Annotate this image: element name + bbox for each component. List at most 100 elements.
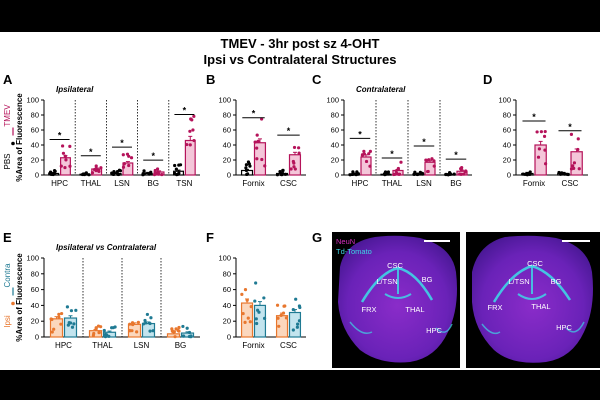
region-label-left-frx: FRX (362, 305, 377, 314)
x-tick-label-a-0: HPC (51, 179, 68, 188)
y-tick-label-a-4: 80 (31, 111, 39, 120)
data-point-c-tmev-3-5 (463, 170, 468, 174)
data-point-a-tmev-4-7 (189, 117, 193, 121)
data-point-a-tmev-2-7 (121, 165, 126, 169)
significance-mark-a-4: * (183, 105, 187, 115)
data-point-f-contra-1-3 (297, 304, 302, 308)
data-point-e-ipsi-1-6 (94, 326, 98, 330)
data-point-c-pbs-0-6 (356, 172, 361, 176)
data-point-f-ipsi-1-0 (275, 303, 280, 307)
y-tick-label-e-2: 40 (31, 301, 39, 310)
data-point-a-tmev-0-4 (60, 144, 65, 148)
y-tick-label-b-5: 100 (218, 96, 231, 105)
data-point-c-pbs-3-2 (452, 172, 456, 176)
data-point-c-tmev-0-4 (368, 149, 372, 153)
data-point-d-tmev-0-1 (543, 129, 547, 134)
y-tick-label-c-2: 40 (331, 141, 339, 150)
data-point-b-tmev-1-5 (297, 146, 301, 150)
x-tick-label-a-1: THAL (81, 179, 102, 188)
data-point-e-contra-1-7 (103, 335, 108, 339)
data-point-c-pbs-2-6 (421, 172, 425, 176)
data-point-c-pbs-3-7 (448, 170, 452, 175)
bar-e-contra-0 (63, 317, 78, 338)
data-point-e-contra-2-2 (151, 329, 155, 333)
y-tick-label-c-3: 60 (331, 126, 339, 135)
data-point-e-contra-0-7 (66, 323, 70, 327)
data-point-f-contra-1-7 (294, 297, 298, 301)
subtitle-c: Contralateral (356, 85, 406, 94)
data-point-e-contra-2-6 (143, 318, 147, 323)
data-point-a-tmev-0-6 (61, 151, 66, 155)
x-tick-label-a-4: TSN (176, 179, 192, 188)
data-point-c-tmev-3-6 (459, 172, 463, 176)
data-point-a-pbs-2-7 (112, 170, 116, 174)
data-point-e-contra-2-0 (145, 312, 150, 317)
data-point-c-tmev-0-2 (362, 149, 366, 153)
data-point-a-tmev-3-7 (155, 167, 160, 171)
y-tick-label-f-1: 20 (223, 317, 231, 326)
data-point-f-ipsi-0-2 (246, 316, 250, 320)
data-point-c-tmev-2-5 (425, 158, 429, 163)
data-point-f-contra-1-1 (297, 319, 302, 323)
x-tick-label-e-3: BG (175, 341, 187, 350)
region-label-left-csc: CSC (387, 261, 403, 270)
data-point-d-tmev-0-0 (544, 162, 548, 166)
y-tick-label-f-4: 80 (223, 269, 231, 278)
legend-dot-e-1 (11, 301, 15, 306)
data-point-a-pbs-0-7 (48, 170, 53, 174)
significance-mark-b-0: * (252, 109, 256, 119)
charts-svg: NeuN Td-Tomato CSC L/TSN BG FRX THAL HPC… (3, 85, 600, 368)
legend-dot-a-1 (11, 141, 15, 146)
data-point-a-tmev-2-1 (127, 163, 131, 168)
region-label-left-ltsn: L/TSN (376, 277, 397, 286)
data-point-a-tmev-3-6 (157, 172, 161, 176)
data-point-e-ipsi-0-3 (57, 315, 61, 319)
data-point-d-tmev-0-3 (543, 148, 547, 152)
chart-panel-c: 0 20 40 60 80 100 Contralateral HPC * THAL * LSN * BG… (326, 85, 472, 188)
data-point-a-tmev-0-2 (68, 144, 72, 148)
data-point-e-ipsi-2-5 (130, 321, 135, 325)
data-point-b-tmev-1-6 (293, 167, 297, 171)
data-point-e-contra-3-6 (187, 330, 192, 335)
data-point-a-tmev-1-6 (92, 167, 97, 172)
data-point-d-pbs-1-3 (558, 172, 563, 176)
y-tick-label-c-0: 0 (335, 171, 339, 180)
data-point-c-tmev-0-1 (367, 152, 371, 156)
legend-label-a-0: TMEV (3, 104, 12, 127)
y-tick-label-e-1: 20 (31, 317, 39, 326)
significance-mark-d-1: * (568, 122, 572, 132)
data-point-b-tmev-1-2 (292, 165, 296, 169)
data-point-b-pbs-0-5 (244, 168, 249, 173)
x-tick-label-f-0: Fornix (242, 341, 264, 350)
y-tick-label-a-0: 0 (35, 171, 39, 180)
panel-label-a: A (3, 72, 13, 87)
data-point-e-contra-0-1 (69, 309, 74, 313)
data-point-f-ipsi-0-7 (241, 311, 245, 316)
data-point-a-pbs-0-5 (53, 169, 57, 173)
data-point-a-pbs-3-7 (141, 172, 145, 176)
x-tick-label-b-1: CSC (280, 179, 297, 188)
data-point-a-tmev-4-4 (192, 114, 196, 118)
data-point-a-pbs-1-3 (87, 173, 91, 177)
data-point-f-contra-0-4 (257, 310, 261, 314)
chart-panel-e: 0 20 40 60 80 100%Area of Fluorescence Ipsilat… (3, 243, 200, 350)
data-point-e-ipsi-3-6 (173, 335, 177, 339)
data-point-d-tmev-0-2 (536, 155, 541, 159)
data-point-d-tmev-1-6 (572, 166, 576, 170)
data-point-e-ipsi-3-7 (177, 325, 181, 330)
data-point-a-tmev-1-2 (99, 166, 103, 170)
legend-label-e-1: Ipsi (3, 315, 12, 328)
data-point-f-ipsi-0-1 (240, 292, 244, 297)
panel-label-g: G (312, 230, 323, 245)
data-point-e-contra-0-4 (70, 325, 75, 329)
data-point-e-contra-1-2 (102, 328, 106, 333)
data-point-e-contra-3-5 (185, 326, 189, 330)
y-tick-label-e-5: 100 (26, 254, 39, 263)
x-tick-label-a-2: LSN (114, 179, 130, 188)
data-point-e-contra-0-3 (65, 305, 70, 309)
data-point-a-tmev-2-0 (121, 153, 125, 157)
data-point-b-tmev-0-3 (256, 139, 260, 144)
data-point-f-ipsi-0-6 (243, 287, 248, 292)
data-point-e-contra-2-4 (141, 322, 146, 326)
legend-tdtomato: Td-Tomato (336, 247, 372, 256)
